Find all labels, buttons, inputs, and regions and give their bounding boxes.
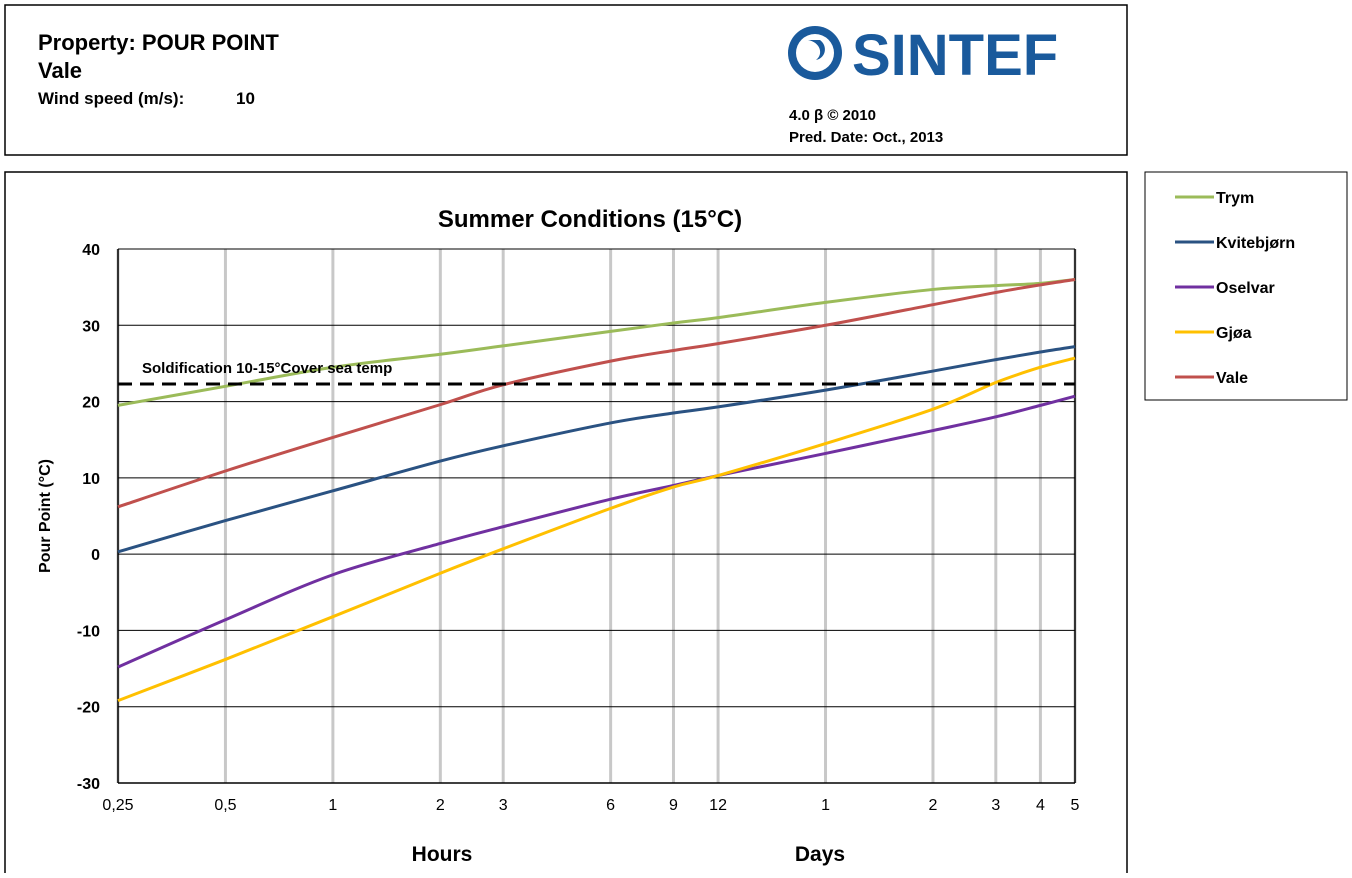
series-line	[117, 394, 1076, 669]
logo-swirl	[808, 40, 825, 60]
y-axis-label: Pour Point (°C)	[37, 459, 54, 573]
chart-box	[4, 171, 1128, 878]
version: 4.0 β © 2010	[789, 107, 876, 124]
logo-icon-inner	[796, 34, 834, 72]
x-tick-label: 2	[929, 797, 938, 814]
x-group-label: Days	[795, 843, 845, 866]
y-tick-label: 0	[91, 547, 100, 564]
series-line	[117, 278, 1076, 407]
y-tick-label: -10	[77, 623, 100, 640]
y-tick-label: -20	[77, 700, 100, 717]
x-tick-label: 1	[821, 797, 830, 814]
x-tick-label: 0,25	[102, 797, 133, 814]
x-group-label: Hours	[412, 843, 473, 866]
series-line	[117, 278, 1076, 509]
chart-title: Summer Conditions (15°C)	[438, 206, 742, 233]
reference-label: Soldification 10-15°Cover sea temp	[142, 360, 392, 377]
oil-name: Vale	[38, 58, 82, 83]
x-tick-label: 2	[436, 797, 445, 814]
series-line	[117, 345, 1076, 554]
y-tick-label: 30	[82, 318, 100, 335]
x-tick-label: 4	[1036, 797, 1045, 814]
x-tick-label: 5	[1071, 797, 1080, 814]
x-tick-label: 12	[709, 797, 727, 814]
legend-label: Kvitebjørn	[1216, 235, 1295, 252]
legend-label: Oselvar	[1216, 280, 1275, 297]
y-tick-label: -30	[77, 776, 100, 793]
x-tick-label: 3	[499, 797, 508, 814]
x-tick-label: 1	[328, 797, 337, 814]
x-tick-label: 0,5	[214, 797, 236, 814]
y-tick-label: 20	[82, 395, 100, 412]
wind-value: 10	[236, 89, 255, 108]
legend-label: Vale	[1216, 370, 1248, 387]
logo-text: SINTEF	[852, 23, 1058, 88]
y-tick-label: 10	[82, 471, 100, 488]
series-line	[117, 356, 1076, 703]
x-tick-label: 9	[669, 797, 678, 814]
wind-label: Wind speed (m/s):	[38, 89, 184, 108]
x-tick-label: 3	[991, 797, 1000, 814]
pred-date: Pred. Date: Oct., 2013	[789, 129, 943, 146]
x-tick-label: 6	[606, 797, 615, 814]
y-tick-label: 40	[82, 242, 100, 259]
legend-label: Gjøa	[1216, 325, 1252, 342]
property: Property: POUR POINT	[38, 30, 279, 55]
legend-label: Trym	[1216, 190, 1254, 207]
